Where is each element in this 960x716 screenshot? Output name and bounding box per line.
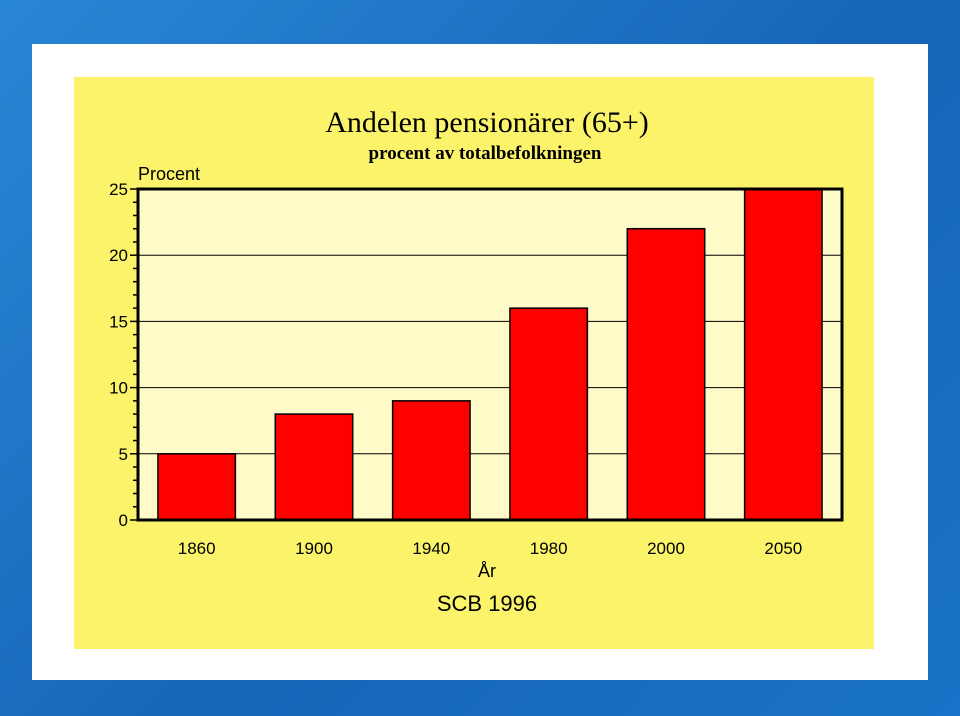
bar-1860	[157, 453, 237, 521]
bar-1900	[274, 413, 354, 521]
plot-frame	[136, 187, 844, 522]
y-tick-label: 20	[109, 246, 128, 265]
y-tick-label: 0	[119, 511, 128, 530]
plot-area: 0 5 10 15 20 25 1860 1900 1940 1980 2000 2050	[109, 180, 844, 558]
bar-2050	[743, 188, 823, 521]
x-tick-label: 1940	[412, 539, 450, 558]
chart-panel: Andelen pensionärer (65+) procent av tot…	[74, 77, 874, 649]
y-tick-label: 25	[109, 180, 128, 199]
x-tick-label: 1860	[178, 539, 216, 558]
source-label: SCB 1996	[437, 591, 537, 616]
y-tick-label: 15	[109, 312, 128, 331]
x-tick-label: 2050	[764, 539, 802, 558]
x-axis-label: År	[478, 561, 496, 581]
y-axis-label: Procent	[138, 164, 200, 184]
x-tick-label: 1980	[530, 539, 568, 558]
chart-subtitle: procent av totalbefolkningen	[369, 143, 602, 164]
bar-2000	[626, 227, 706, 521]
chart-title: Andelen pensionärer (65+)	[325, 106, 648, 139]
bar-1980	[509, 307, 589, 521]
bar-1940	[391, 400, 471, 521]
bar-chart: Andelen pensionärer (65+) procent av tot…	[109, 106, 844, 616]
x-tick-label: 2000	[647, 539, 685, 558]
plot-background	[138, 189, 842, 520]
x-tick-label: 1900	[295, 539, 333, 558]
y-tick-label: 10	[109, 379, 128, 398]
y-tick-label: 5	[119, 445, 128, 464]
